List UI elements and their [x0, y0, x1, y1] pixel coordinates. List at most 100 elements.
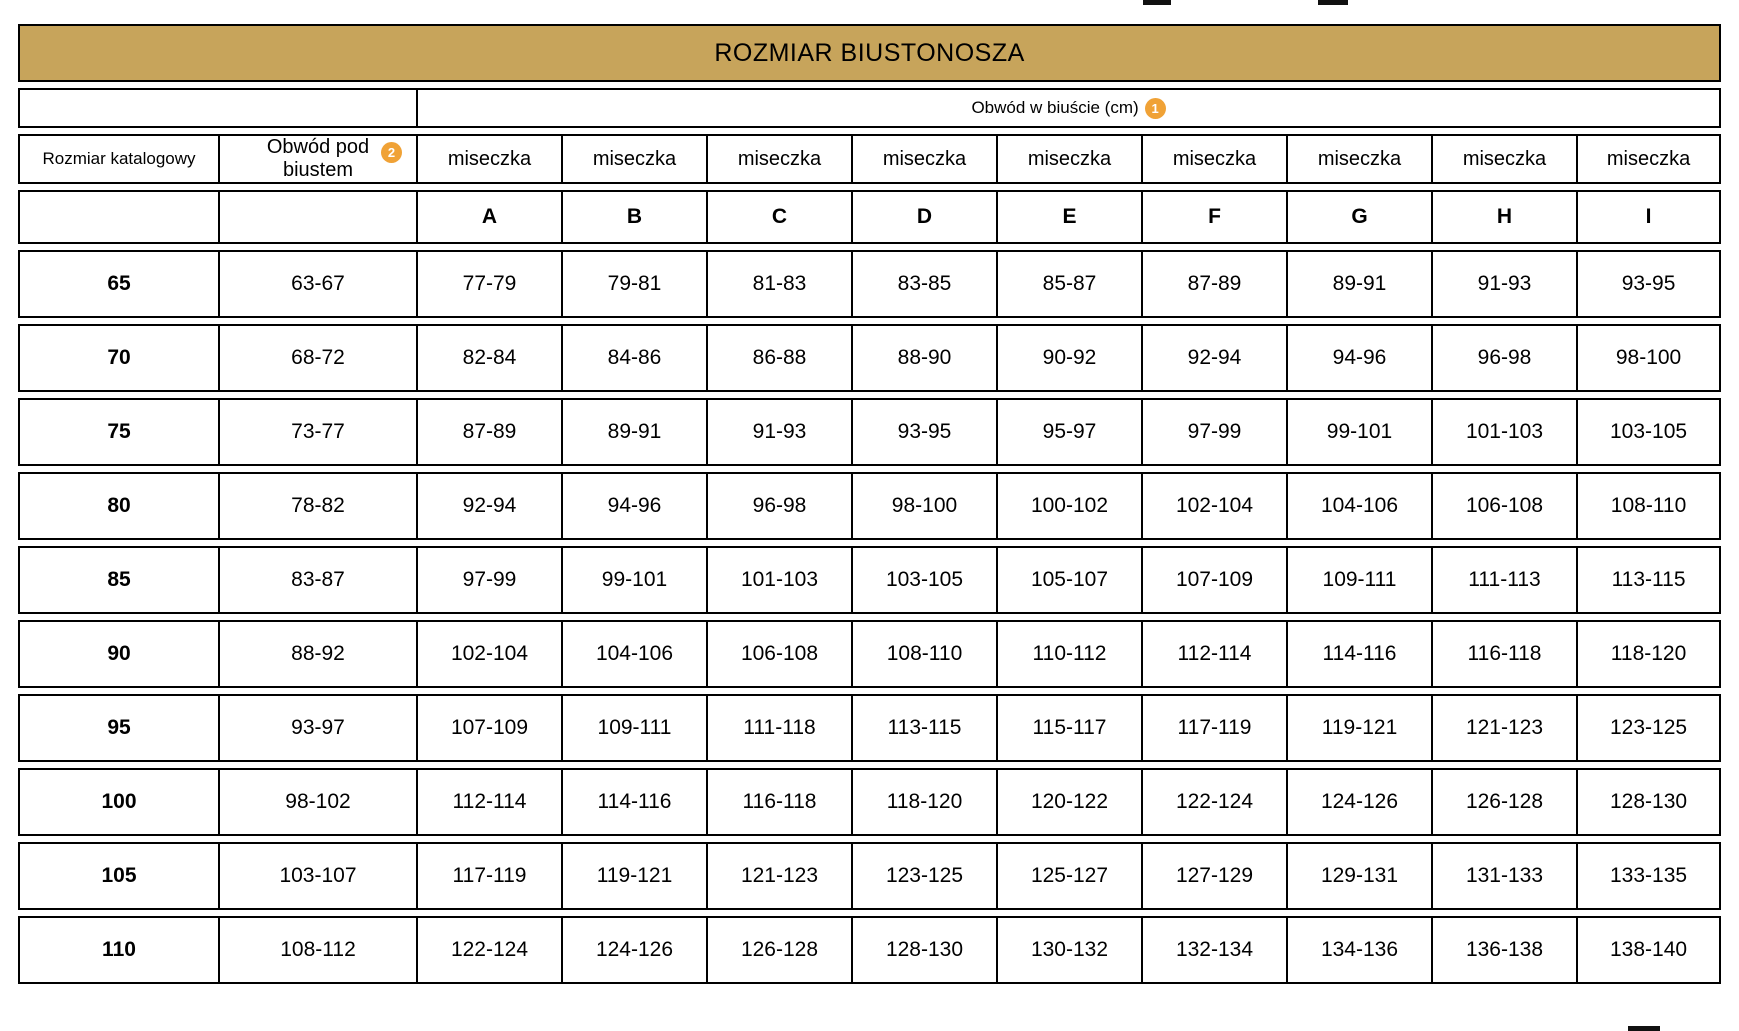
- cup-range-cell: 94-96: [561, 472, 706, 540]
- cup-letter: I: [1576, 190, 1722, 244]
- cup-range-cell: 98-100: [1576, 324, 1722, 392]
- cup-header-b: miseczka: [561, 134, 706, 184]
- cup-range-cell: 104-106: [1286, 472, 1431, 540]
- underbust-cell: 68-72: [218, 324, 416, 392]
- cup-range-cell: 85-87: [996, 250, 1141, 318]
- cup-header-e: miseczka: [996, 134, 1141, 184]
- cup-range-cell: 115-117: [996, 694, 1141, 762]
- cup-range-cell: 105-107: [996, 546, 1141, 614]
- cup-range-cell: 99-101: [561, 546, 706, 614]
- cup-range-cell: 131-133: [1431, 842, 1576, 910]
- size-row-105: 105 103-107 117-119 119-121 121-123 123-125 12…: [18, 842, 1722, 910]
- empty-cell: [18, 88, 416, 128]
- empty-cell: [18, 190, 218, 244]
- underbust-header-line1: Obwód pod: [266, 136, 370, 158]
- cup-range-cell: 117-119: [1141, 694, 1286, 762]
- cup-letter: B: [561, 190, 706, 244]
- header-rows: ROZMIAR BIUSTONOSZA Obwód w biuście (cm)…: [18, 24, 1722, 244]
- cup-range-cell: 116-118: [1431, 620, 1576, 688]
- cup-range-cell: 111-113: [1431, 546, 1576, 614]
- cup-range-cell: 119-121: [1286, 694, 1431, 762]
- title-row: ROZMIAR BIUSTONOSZA: [18, 24, 1722, 82]
- cup-range-cell: 102-104: [1141, 472, 1286, 540]
- cup-letter: E: [996, 190, 1141, 244]
- cup-range-cell: 92-94: [416, 472, 561, 540]
- size-row-70: 70 68-72 82-84 84-86 86-88 88-90 90-92 92-94 94-…: [18, 324, 1722, 392]
- cup-letter: D: [851, 190, 996, 244]
- cup-range-cell: 77-79: [416, 250, 561, 318]
- size-row-75: 75 73-77 87-89 89-91 91-93 93-95 95-97 97-99 99-…: [18, 398, 1722, 466]
- cup-range-cell: 114-116: [1286, 620, 1431, 688]
- empty-cell: [218, 190, 416, 244]
- cup-letter: A: [416, 190, 561, 244]
- crop-mark: [1318, 0, 1348, 5]
- cup-range-cell: 134-136: [1286, 916, 1431, 984]
- cup-range-cell: 110-112: [996, 620, 1141, 688]
- size-row-85: 85 83-87 97-99 99-101 101-103 103-105 105-107 1…: [18, 546, 1722, 614]
- cup-letter-row: A B C D E F G H I: [18, 190, 1722, 244]
- underbust-cell: 88-92: [218, 620, 416, 688]
- cup-range-cell: 125-127: [996, 842, 1141, 910]
- underbust-cell: 63-67: [218, 250, 416, 318]
- cup-range-cell: 81-83: [706, 250, 851, 318]
- cup-header-c: miseczka: [706, 134, 851, 184]
- bust-group-label: Obwód w biuście (cm): [971, 98, 1139, 117]
- cup-range-cell: 103-105: [1576, 398, 1722, 466]
- cup-range-cell: 86-88: [706, 324, 851, 392]
- size-row-95: 95 93-97 107-109 109-111 111-118 113-115 115-1…: [18, 694, 1722, 762]
- size-cell: 80: [18, 472, 218, 540]
- cup-range-cell: 106-108: [1431, 472, 1576, 540]
- cup-letter: H: [1431, 190, 1576, 244]
- size-row-100: 100 98-102 112-114 114-116 116-118 118-120 120…: [18, 768, 1722, 836]
- cup-range-cell: 116-118: [706, 768, 851, 836]
- cup-range-cell: 109-111: [1286, 546, 1431, 614]
- underbust-cell: 108-112: [218, 916, 416, 984]
- cup-range-cell: 82-84: [416, 324, 561, 392]
- cup-range-cell: 127-129: [1141, 842, 1286, 910]
- cup-range-cell: 108-110: [1576, 472, 1722, 540]
- cup-range-cell: 100-102: [996, 472, 1141, 540]
- cup-range-cell: 111-118: [706, 694, 851, 762]
- cup-range-cell: 118-120: [1576, 620, 1722, 688]
- crop-mark: [1628, 1026, 1660, 1031]
- cup-range-cell: 118-120: [851, 768, 996, 836]
- cup-range-cell: 103-105: [851, 546, 996, 614]
- cup-range-cell: 92-94: [1141, 324, 1286, 392]
- underbust-cell: 73-77: [218, 398, 416, 466]
- footnote-1-badge: 1: [1144, 97, 1166, 119]
- cup-range-cell: 96-98: [706, 472, 851, 540]
- size-row-80: 80 78-82 92-94 94-96 96-98 98-100 100-102 102-1…: [18, 472, 1722, 540]
- size-cell: 65: [18, 250, 218, 318]
- cup-range-cell: 123-125: [1576, 694, 1722, 762]
- cup-header-h: miseczka: [1431, 134, 1576, 184]
- cup-range-cell: 120-122: [996, 768, 1141, 836]
- cup-range-cell: 124-126: [561, 916, 706, 984]
- cup-range-cell: 102-104: [416, 620, 561, 688]
- cup-range-cell: 122-124: [1141, 768, 1286, 836]
- column-header-row: Rozmiar katalogowy Obwód pod biustem 2 m…: [18, 134, 1722, 184]
- cup-header-i: miseczka: [1576, 134, 1722, 184]
- size-cell: 85: [18, 546, 218, 614]
- underbust-cell: 93-97: [218, 694, 416, 762]
- cup-range-cell: 101-103: [1431, 398, 1576, 466]
- cup-header-g: miseczka: [1286, 134, 1431, 184]
- cup-range-cell: 113-115: [851, 694, 996, 762]
- underbust-header: Obwód pod biustem 2: [218, 134, 416, 184]
- size-chart-page: ROZMIAR BIUSTONOSZA Obwód w biuście (cm)…: [18, 18, 1722, 990]
- cup-range-cell: 91-93: [706, 398, 851, 466]
- cup-range-cell: 101-103: [706, 546, 851, 614]
- cup-range-cell: 138-140: [1576, 916, 1722, 984]
- cup-range-cell: 95-97: [996, 398, 1141, 466]
- cup-range-cell: 122-124: [416, 916, 561, 984]
- cup-range-cell: 94-96: [1286, 324, 1431, 392]
- cup-range-cell: 133-135: [1576, 842, 1722, 910]
- size-cell: 105: [18, 842, 218, 910]
- cup-range-cell: 123-125: [851, 842, 996, 910]
- size-cell: 90: [18, 620, 218, 688]
- catalog-size-header: Rozmiar katalogowy: [18, 134, 218, 184]
- cup-range-cell: 107-109: [1141, 546, 1286, 614]
- cup-range-cell: 93-95: [851, 398, 996, 466]
- cup-range-cell: 112-114: [1141, 620, 1286, 688]
- cup-range-cell: 97-99: [1141, 398, 1286, 466]
- cup-range-cell: 91-93: [1431, 250, 1576, 318]
